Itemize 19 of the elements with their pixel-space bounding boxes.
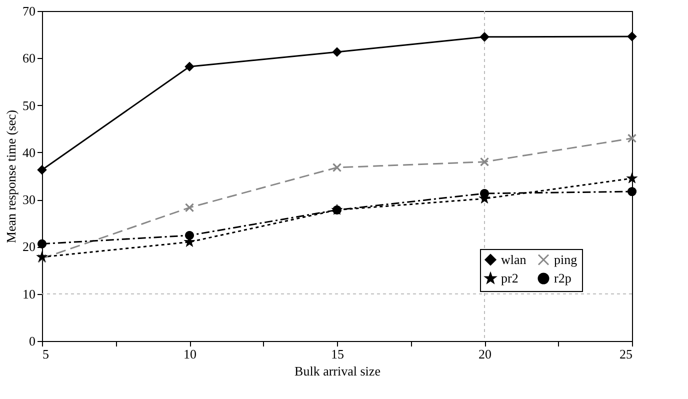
y-tick-label: 20: [22, 239, 36, 254]
x-tick-label: 20: [478, 346, 492, 362]
y-tick-label: 60: [22, 50, 36, 66]
x-tick-label: 10: [184, 346, 196, 362]
y-tick-label: 0: [29, 334, 36, 348]
y-tick-label: 70: [22, 4, 36, 18]
legend-label: r2p: [554, 270, 572, 286]
x-axis-title: Bulk arrival size: [294, 364, 381, 378]
y-tick-label: 40: [22, 144, 36, 160]
y-tick-label: 10: [22, 286, 36, 302]
x-tick-label: 15: [331, 346, 344, 362]
x-tick-label: 25: [620, 346, 632, 362]
legend-label: pr2: [501, 270, 518, 286]
y-axis-title: Mean response time (sec): [4, 110, 18, 244]
legend-label: ping: [554, 252, 578, 267]
y-tick-label: 30: [22, 192, 36, 208]
y-tick-label: 50: [22, 98, 36, 113]
legend-label: wlan: [501, 252, 527, 267]
x-tick-label: 5: [42, 346, 49, 362]
